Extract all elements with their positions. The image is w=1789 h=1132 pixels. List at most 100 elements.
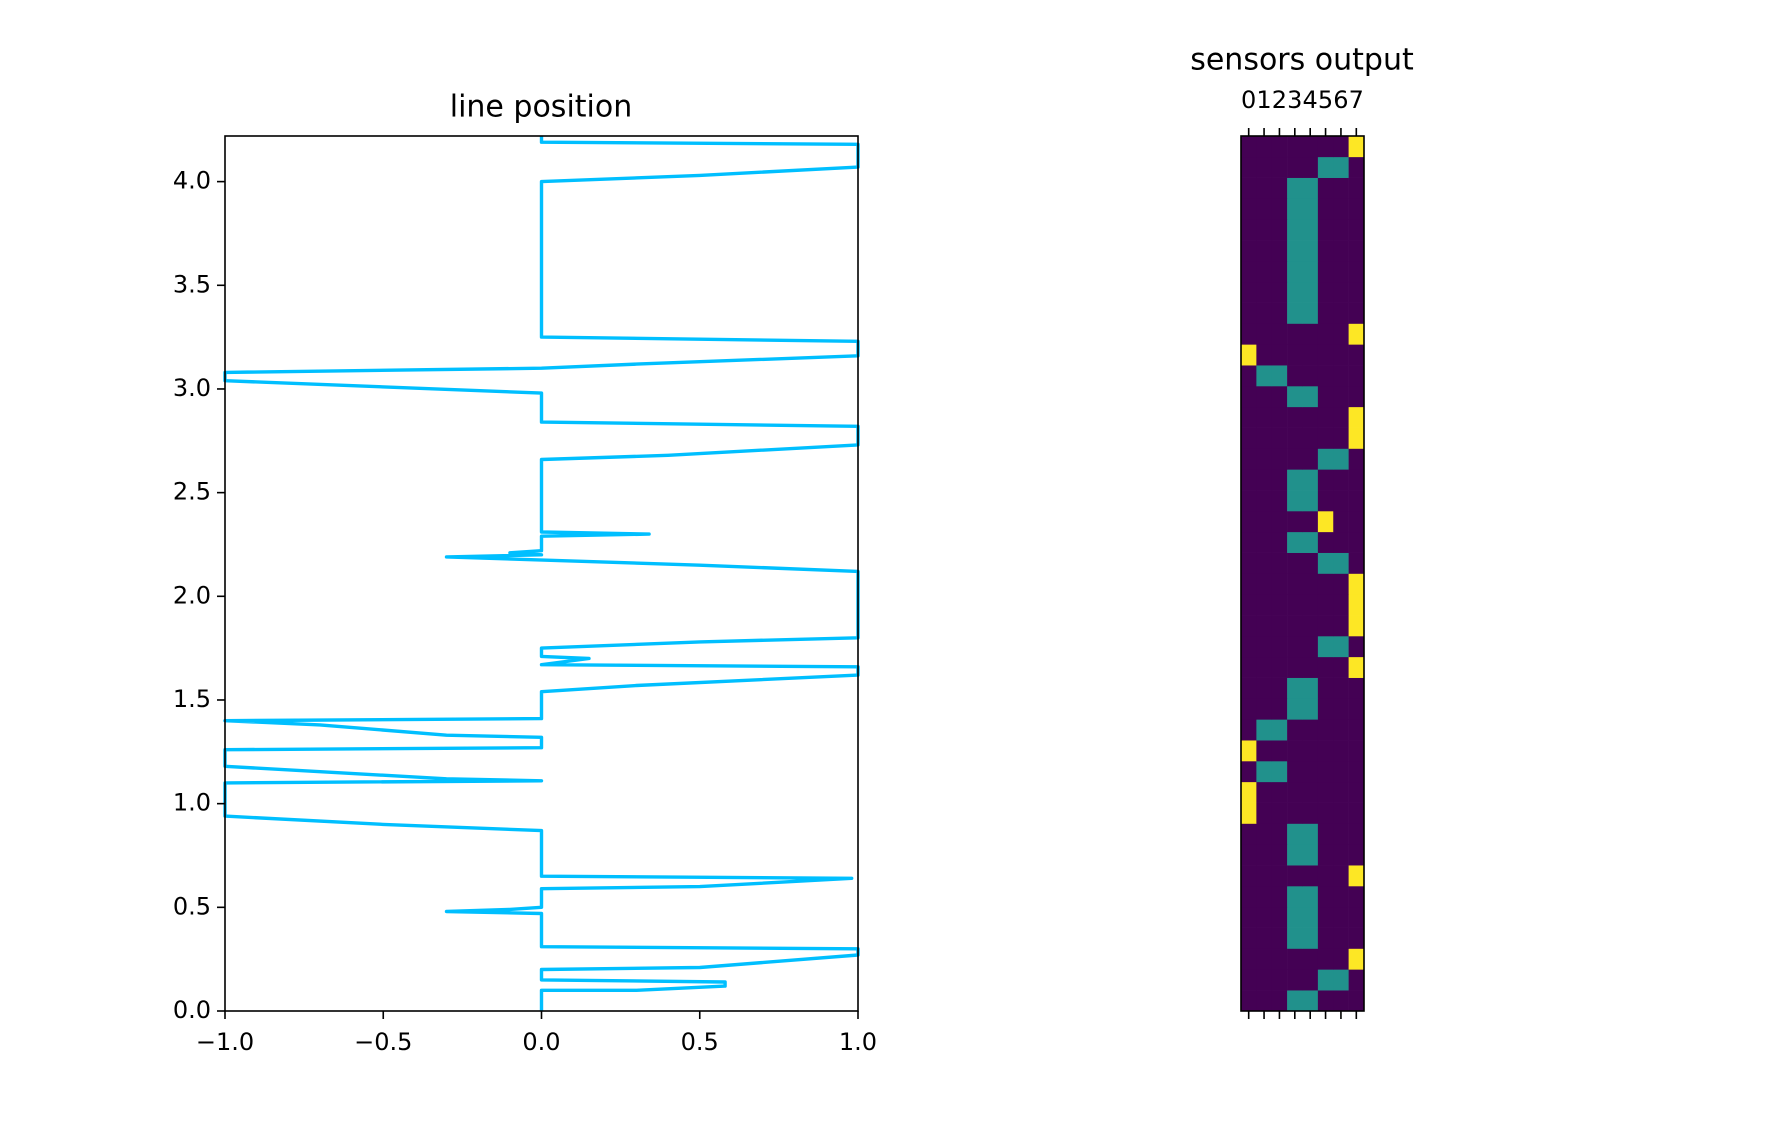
heatmap-cell [1333,698,1349,720]
heatmap-cell [1241,802,1257,824]
x-tick-label: 7 [1349,86,1364,114]
heatmap-cell [1348,615,1365,637]
heatmap-cell [1302,906,1319,928]
heatmap-cell [1241,969,1257,991]
heatmap-cell [1287,719,1303,741]
heatmap-cell [1271,781,1288,803]
heatmap-cell [1256,906,1273,928]
heatmap-cell [1256,156,1273,178]
heatmap-cell [1271,906,1288,928]
heatmap-cell [1317,802,1334,824]
heatmap-cell [1317,156,1334,178]
heatmap-cell [1348,906,1365,928]
heatmap-cell [1317,698,1334,720]
heatmap-cell [1287,656,1303,678]
y-tick-label: 3.0 [173,374,211,402]
heatmap-cell [1241,156,1257,178]
x-tick-label: 0 [1241,86,1256,114]
heatmap-cell [1302,865,1319,887]
heatmap-cell [1241,448,1257,470]
heatmap-cell [1348,969,1365,991]
heatmap-cell [1271,344,1288,366]
heatmap-cell [1302,740,1319,762]
heatmap-cell [1287,261,1303,283]
heatmap-cell [1333,761,1349,783]
heatmap-cell [1348,406,1365,428]
heatmap-cell [1287,969,1303,991]
heatmap-cell [1287,302,1303,324]
heatmap-cell [1317,636,1334,658]
heatmap-cell [1302,302,1319,324]
heatmap-cell [1256,990,1273,1012]
heatmap-cell [1333,427,1349,449]
heatmap-cell [1241,281,1257,303]
heatmap-cell [1348,698,1365,720]
heatmap-cell [1271,677,1288,699]
heatmap-cell [1348,365,1365,387]
heatmap-cell [1317,656,1334,678]
heatmap-cell [1348,552,1365,574]
heatmap-cell [1302,802,1319,824]
heatmap-cell [1348,781,1365,803]
heatmap-cell [1302,427,1319,449]
heatmap-cell [1241,219,1257,241]
heatmap-cell [1241,948,1257,970]
heatmap-cell [1271,844,1288,866]
heatmap-cell [1302,198,1319,220]
heatmap-cell [1241,698,1257,720]
heatmap-cell [1317,865,1334,887]
heatmap-cell [1317,406,1334,428]
heatmap-cell [1241,469,1257,491]
heatmap-cell [1333,219,1349,241]
heatmap-cell [1317,344,1334,366]
heatmap-cell [1302,281,1319,303]
heatmap-cell [1317,906,1334,928]
y-tick-label: 0.0 [173,996,211,1024]
heatmap-cell [1333,802,1349,824]
heatmap-cell [1271,156,1288,178]
heatmap-cell [1333,615,1349,637]
heatmap-cell [1271,281,1288,303]
heatmap-cell [1271,365,1288,387]
heatmap-cell [1241,677,1257,699]
heatmap-cell [1256,198,1273,220]
heatmap-cell [1317,594,1334,616]
heatmap-cell [1317,740,1334,762]
heatmap-cell [1348,344,1365,366]
heatmap-cell [1287,552,1303,574]
heatmap-cell [1271,302,1288,324]
heatmap-cell [1348,469,1365,491]
heatmap-cell [1287,573,1303,595]
heatmap-cell [1333,823,1349,845]
x-tick-label: 5 [1318,86,1333,114]
heatmap-cell [1241,386,1257,408]
heatmap-cell [1271,469,1288,491]
heatmap-cell [1317,240,1334,262]
heatmap-cell [1256,136,1273,158]
heatmap-cell [1241,427,1257,449]
heatmap-cell [1271,698,1288,720]
heatmap-cell [1287,698,1303,720]
heatmap-cell [1302,615,1319,637]
heatmap-cell [1333,198,1349,220]
heatmap-cell [1256,573,1273,595]
heatmap-cell [1287,948,1303,970]
heatmap-cell [1241,490,1257,512]
heatmap-cell [1241,177,1257,199]
heatmap-cell [1348,490,1365,512]
heatmap-cell [1348,136,1365,158]
heatmap-cell [1287,531,1303,553]
heatmap-cell [1256,344,1273,366]
heatmap-cell [1348,948,1365,970]
heatmap-cell [1317,990,1334,1012]
heatmap-cell [1256,469,1273,491]
heatmap-cell [1348,990,1365,1012]
heatmap-cell [1287,594,1303,616]
heatmap-cell [1271,573,1288,595]
heatmap-cell [1333,365,1349,387]
x-tick-label: 6 [1333,86,1348,114]
heatmap-cell [1302,677,1319,699]
heatmap-cell [1271,386,1288,408]
heatmap-cell [1287,781,1303,803]
heatmap-cell [1302,136,1319,158]
